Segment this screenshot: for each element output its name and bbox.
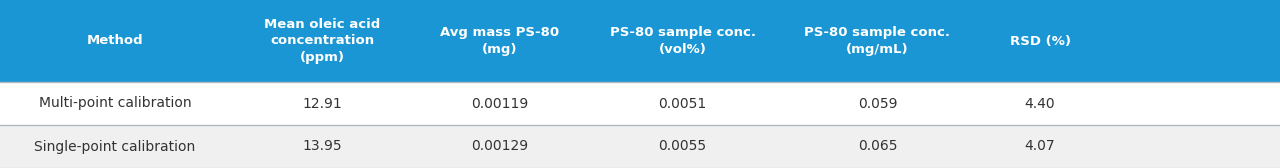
Bar (0, 82, 1280, 125)
Text: Avg mass PS-80
(mg): Avg mass PS-80 (mg) (440, 26, 559, 56)
Bar (0, 0, 1280, 82)
Text: 0.059: 0.059 (858, 96, 897, 111)
Text: 0.0055: 0.0055 (658, 139, 707, 154)
Text: Mean oleic acid
concentration
(ppm): Mean oleic acid concentration (ppm) (265, 18, 380, 64)
Text: 13.95: 13.95 (302, 139, 342, 154)
Text: 0.065: 0.065 (858, 139, 897, 154)
Text: 0.00119: 0.00119 (471, 96, 529, 111)
Text: 4.07: 4.07 (1025, 139, 1055, 154)
Text: 4.40: 4.40 (1025, 96, 1055, 111)
Text: 0.0051: 0.0051 (658, 96, 707, 111)
Text: 12.91: 12.91 (302, 96, 342, 111)
Bar (0, 125, 1280, 168)
Text: PS-80 sample conc.
(vol%): PS-80 sample conc. (vol%) (609, 26, 755, 56)
Text: Method: Method (87, 34, 143, 48)
Text: 0.00129: 0.00129 (471, 139, 529, 154)
Text: Multi-point calibration: Multi-point calibration (38, 96, 191, 111)
Text: PS-80 sample conc.
(mg/mL): PS-80 sample conc. (mg/mL) (805, 26, 951, 56)
Text: Single-point calibration: Single-point calibration (35, 139, 196, 154)
Text: RSD (%): RSD (%) (1010, 34, 1070, 48)
